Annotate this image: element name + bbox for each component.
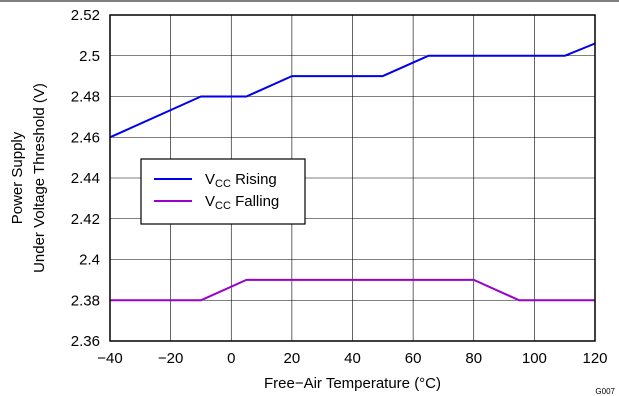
x-tick-labels: −40 −20 0 20 40 60 80 100 120: [97, 350, 607, 367]
y-tick-label: 2.38: [71, 292, 100, 309]
y-tick-label: 2.36: [71, 333, 100, 350]
x-tick-label: 120: [582, 350, 607, 367]
x-tick-label: −20: [158, 350, 183, 367]
legend-label-subscript: CC: [215, 200, 231, 212]
x-tick-label: 20: [284, 350, 301, 367]
plot-frame: [109, 14, 596, 342]
y-tick-label: 2.5: [79, 48, 100, 65]
y-tick-label: 2.42: [71, 211, 100, 228]
x-axis-title: Free−Air Temperature (°C): [264, 375, 441, 392]
x-tick-label: 60: [405, 350, 422, 367]
legend-label-subscript: CC: [215, 178, 231, 190]
y-axis-title-line2: Under Voltage Threshold (V): [31, 83, 48, 273]
y-axis-title-line1: Power Supply: [9, 131, 26, 224]
series-line-1: [110, 278, 595, 302]
legend-box: [140, 158, 306, 225]
x-tick-label: 80: [465, 350, 482, 367]
y-tick-label: 2.4: [79, 252, 100, 269]
y-tick-labels: 2.36 2.38 2.4 2.42 2.44 2.46 2.48 2.5 2.52: [71, 7, 100, 350]
legend: VCC Rising VCC Falling: [140, 158, 306, 225]
legend-label-rest: Rising: [231, 171, 277, 188]
x-tick-label: −40: [97, 350, 122, 367]
y-tick-label: 2.44: [71, 170, 100, 187]
y-tick-label: 2.46: [71, 129, 100, 146]
legend-label-vcc-rising: VCC Rising: [205, 171, 277, 190]
x-tick-label: 40: [344, 350, 361, 367]
legend-label-vcc-falling: VCC Falling: [205, 193, 279, 212]
x-tick-label: 100: [522, 350, 547, 367]
legend-label-main: V: [205, 193, 215, 210]
x-tick-label: 0: [227, 350, 235, 367]
series-layer: [109, 42, 596, 302]
figure-id: G007: [595, 387, 615, 396]
y-tick-label: 2.52: [71, 7, 100, 24]
series-line-0: [109, 42, 596, 139]
legend-label-rest: Falling: [231, 193, 279, 210]
y-tick-label: 2.48: [71, 89, 100, 106]
legend-label-main: V: [205, 171, 215, 188]
